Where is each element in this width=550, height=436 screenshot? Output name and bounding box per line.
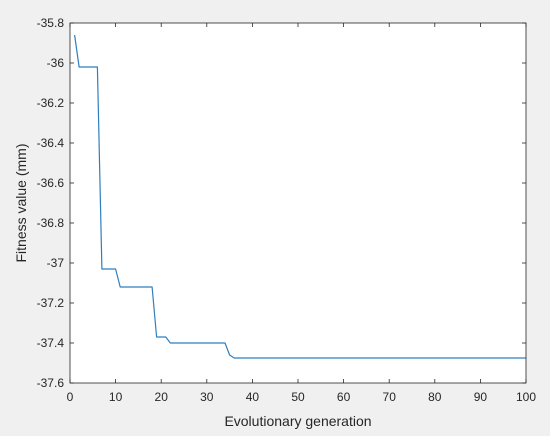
y-tick-label: -36.2 [37,96,65,110]
x-tick-label: 100 [516,390,536,404]
series-line [74,34,526,359]
x-tick-label: 20 [155,390,169,404]
y-axis-label: Fitness value (mm) [13,143,29,262]
x-tick-label: 60 [337,390,351,404]
x-tick-label: 50 [291,390,305,404]
x-tick-label: 40 [246,390,260,404]
y-tick-label: -37.6 [37,376,65,390]
axes-box [69,22,527,384]
axes-background [70,23,526,383]
series-layer [74,34,526,359]
x-axis-label: Evolutionary generation [224,413,371,429]
x-tick-label: 80 [428,390,442,404]
y-tick-label: -35.8 [37,16,65,30]
y-tick-label: -36.6 [37,176,65,190]
y-tick-label: -36.8 [37,216,65,230]
y-tick-label: -37.2 [37,296,65,310]
x-tick-label: 90 [474,390,488,404]
y-tick-label: -37.4 [37,336,65,350]
y-tick-label: -36.4 [37,136,65,150]
y-tick-label: -36 [47,56,65,70]
x-tick-label: 30 [200,390,214,404]
y-tick-label: -37 [47,256,65,270]
x-tick-label: 70 [383,390,397,404]
x-tick-label: 0 [67,390,74,404]
x-tick-label: 10 [109,390,123,404]
tick-layer: 0 10 20 30 40 50 60 70 80 90 100 -35.8 -36 -36.2 -36.4… [37,16,537,404]
